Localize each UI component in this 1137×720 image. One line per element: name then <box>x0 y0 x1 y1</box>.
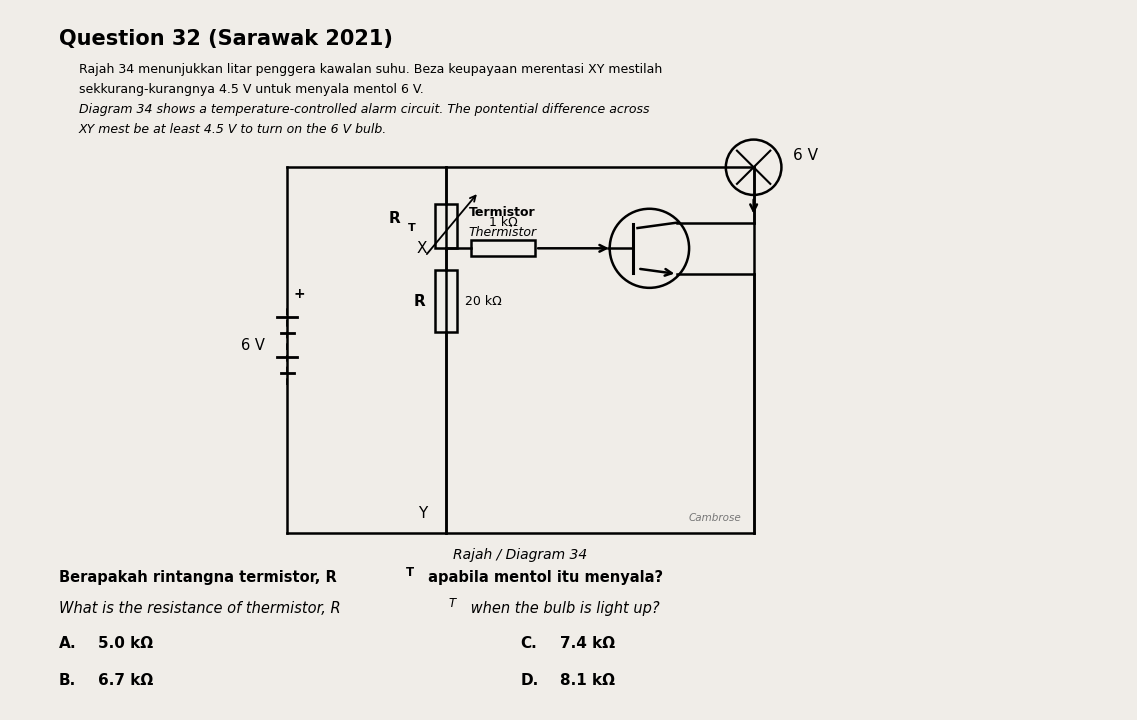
Circle shape <box>609 209 689 288</box>
Text: 6 V: 6 V <box>241 338 265 353</box>
Text: T: T <box>449 597 456 611</box>
Text: 6.7 kΩ: 6.7 kΩ <box>99 673 153 688</box>
Text: 5.0 kΩ: 5.0 kΩ <box>99 636 153 651</box>
Text: apabila mentol itu menyala?: apabila mentol itu menyala? <box>423 570 663 585</box>
Text: Rajah / Diagram 34: Rajah / Diagram 34 <box>454 548 588 562</box>
Text: C.: C. <box>521 636 537 651</box>
Text: X: X <box>416 240 428 256</box>
Text: Cambrose: Cambrose <box>689 513 741 523</box>
Text: when the bulb is light up?: when the bulb is light up? <box>466 601 659 616</box>
Text: Rajah 34 menunjukkan litar penggera kawalan suhu. Beza keupayaan merentasi XY me: Rajah 34 menunjukkan litar penggera kawa… <box>78 63 662 76</box>
Text: 1 kΩ: 1 kΩ <box>489 215 517 228</box>
Text: R: R <box>389 211 400 225</box>
Text: Question 32 (Sarawak 2021): Question 32 (Sarawak 2021) <box>59 29 392 49</box>
Text: Berapakah rintangna termistor, R: Berapakah rintangna termistor, R <box>59 570 337 585</box>
Circle shape <box>725 140 781 195</box>
Text: 6 V: 6 V <box>794 148 819 163</box>
Text: B.: B. <box>59 673 76 688</box>
Text: +: + <box>293 287 305 301</box>
Text: XY mest be at least 4.5 V to turn on the 6 V bulb.: XY mest be at least 4.5 V to turn on the… <box>78 123 387 136</box>
Text: 20 kΩ: 20 kΩ <box>465 294 501 307</box>
Text: 8.1 kΩ: 8.1 kΩ <box>561 673 615 688</box>
Text: A.: A. <box>59 636 76 651</box>
Text: Thermistor: Thermistor <box>468 227 537 240</box>
Text: What is the resistance of thermistor, R: What is the resistance of thermistor, R <box>59 601 340 616</box>
Text: sekkurang-kurangnya 4.5 V untuk menyala mentol 6 V.: sekkurang-kurangnya 4.5 V untuk menyala … <box>78 84 423 96</box>
Text: 7.4 kΩ: 7.4 kΩ <box>561 636 615 651</box>
Text: Diagram 34 shows a temperature-controlled alarm circuit. The pontential differen: Diagram 34 shows a temperature-controlle… <box>78 103 649 116</box>
Bar <box>471 240 536 256</box>
Text: T: T <box>406 566 414 579</box>
Bar <box>435 204 457 248</box>
Text: R: R <box>414 294 425 309</box>
Bar <box>435 270 457 333</box>
Text: Termistor: Termistor <box>468 206 536 219</box>
Text: D.: D. <box>521 673 539 688</box>
Text: Y: Y <box>417 506 428 521</box>
Text: T: T <box>407 223 415 233</box>
